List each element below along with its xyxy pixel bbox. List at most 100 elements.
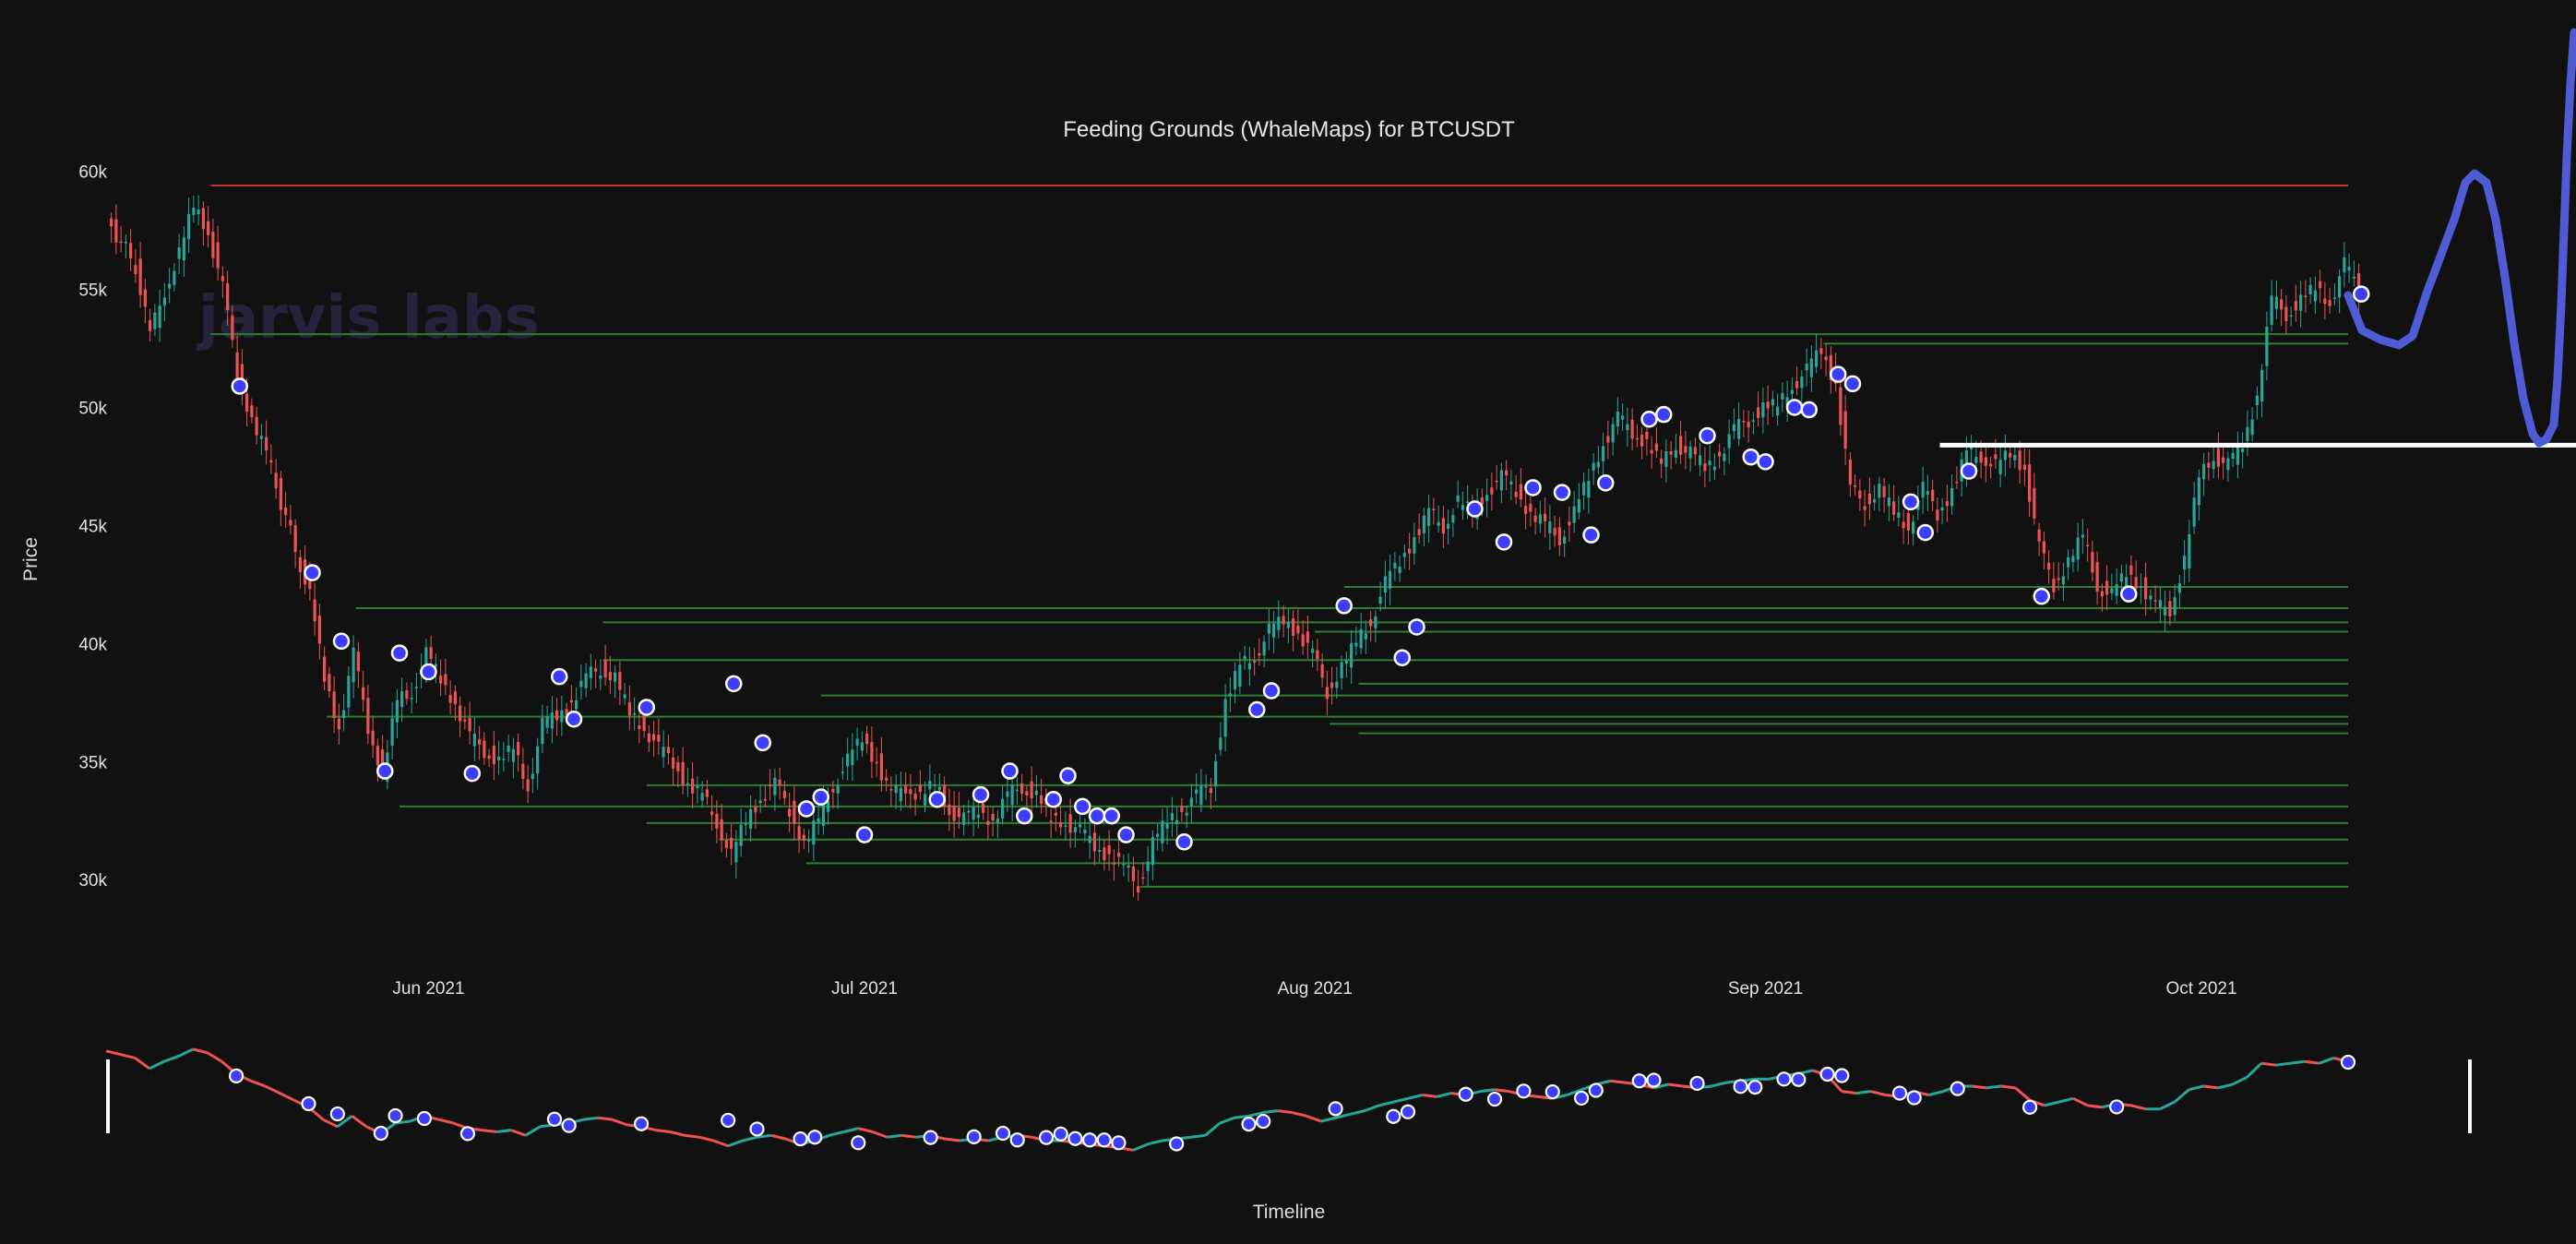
- minimap-marker: [1400, 1104, 1416, 1119]
- minimap-marker: [1906, 1090, 1922, 1106]
- candle-body: [1079, 824, 1082, 828]
- candle-body: [143, 289, 147, 307]
- candle-body: [1664, 450, 1668, 467]
- minimap-segment: [1667, 1083, 1684, 1088]
- candle-body: [739, 824, 743, 846]
- candle-body: [1204, 785, 1208, 788]
- minimap-segment: [2000, 1084, 2016, 1090]
- candle-body: [2265, 326, 2269, 366]
- candle-body: [405, 690, 409, 700]
- minimap-segment: [727, 1139, 744, 1148]
- candle-body: [948, 804, 951, 816]
- candle-body: [352, 647, 355, 683]
- minimap-segment: [1407, 1094, 1423, 1100]
- candle-body: [982, 803, 985, 813]
- candle-body: [1994, 454, 1998, 460]
- candle-body: [2343, 257, 2346, 273]
- whale-marker: [1495, 533, 1513, 551]
- candle-body: [2226, 458, 2230, 471]
- candle-body: [730, 837, 733, 849]
- user-drawings: [1939, 28, 2576, 448]
- x-tick-label: Jul 2021: [831, 979, 898, 999]
- minimap-segment: [1653, 1083, 1669, 1090]
- range-handle-left[interactable]: [106, 1059, 110, 1133]
- candle-body: [715, 813, 719, 829]
- minimap-segment: [134, 1057, 150, 1071]
- candle-body: [439, 676, 443, 684]
- minimap-segment: [496, 1129, 512, 1133]
- minimap-marker: [1067, 1130, 1083, 1146]
- candle-body: [778, 779, 781, 786]
- candle-body: [1766, 401, 1770, 409]
- minimap-segment: [2087, 1104, 2103, 1109]
- candle-body: [317, 616, 321, 644]
- minimap-marker: [1747, 1079, 1763, 1095]
- candle-body: [2338, 276, 2342, 298]
- minimap-marker: [1573, 1090, 1590, 1106]
- candle-body: [177, 247, 181, 259]
- whale-marker: [1902, 493, 1920, 511]
- y-axis-ticks: 30k 35k 40k 45k 50k 55k 60k: [78, 163, 107, 891]
- candle-body: [1199, 785, 1203, 805]
- minimap-segment: [770, 1133, 787, 1141]
- candle-body: [763, 798, 767, 801]
- candle-body: [2022, 464, 2026, 471]
- candle-body: [2280, 299, 2284, 310]
- support-levels: [210, 333, 2348, 888]
- candle-body: [2319, 281, 2322, 289]
- minimap-segment: [1219, 1116, 1235, 1125]
- candle-body: [1819, 348, 1823, 354]
- candle-body: [153, 312, 157, 329]
- candle-body: [395, 700, 399, 723]
- minimap-segment: [872, 1130, 888, 1139]
- candle-body: [2003, 450, 2007, 461]
- candle-body: [1892, 501, 1896, 515]
- candle-body: [1557, 527, 1561, 545]
- candle-body: [1887, 497, 1890, 507]
- candle-body: [647, 733, 650, 743]
- candle-body: [1848, 460, 1852, 484]
- range-handle-right[interactable]: [2468, 1059, 2472, 1133]
- candle-body: [797, 826, 801, 841]
- candle-body: [1635, 437, 1639, 440]
- candle-body: [2086, 544, 2090, 546]
- minimap-marker: [228, 1068, 244, 1083]
- candle-body: [1544, 513, 1547, 521]
- minimap-marker: [1544, 1083, 1560, 1100]
- candle-body: [235, 352, 239, 379]
- candle-body: [1098, 849, 1102, 852]
- minimap-segment: [1480, 1088, 1496, 1094]
- candle-body: [1277, 616, 1281, 630]
- candle-body: [734, 842, 738, 863]
- candle-body: [933, 784, 936, 786]
- candle-body: [662, 747, 665, 758]
- candle-body: [1354, 642, 1358, 647]
- minimap-segment: [1855, 1090, 1871, 1095]
- minimap-segment: [2304, 1059, 2320, 1065]
- candle-body: [807, 839, 811, 842]
- whale-marker: [376, 762, 394, 780]
- candle-body: [584, 673, 588, 688]
- minimap-segment: [2203, 1084, 2219, 1090]
- candle-body: [1393, 562, 1397, 568]
- candle-body: [991, 813, 995, 821]
- candle-body: [197, 209, 200, 215]
- candle-body: [1243, 655, 1246, 660]
- minimap-segment: [1320, 1116, 1336, 1123]
- candle-body: [1863, 506, 1866, 510]
- minimap-marker: [1256, 1113, 1271, 1130]
- candle-body: [390, 718, 394, 746]
- range-slider[interactable]: [105, 1047, 2472, 1152]
- candle-body: [1732, 424, 1735, 432]
- candle-body: [1151, 836, 1154, 866]
- whale-marker: [1597, 474, 1615, 492]
- candle-body: [2304, 295, 2308, 297]
- candle-body: [1989, 463, 1993, 467]
- candle-body: [865, 733, 869, 745]
- candle-body: [371, 730, 375, 746]
- candle-body: [1447, 523, 1450, 529]
- candle-body: [1805, 364, 1808, 371]
- candle-body: [1437, 521, 1440, 526]
- x-tick-label: Aug 2021: [1278, 979, 1353, 999]
- candle-body: [1378, 596, 1382, 604]
